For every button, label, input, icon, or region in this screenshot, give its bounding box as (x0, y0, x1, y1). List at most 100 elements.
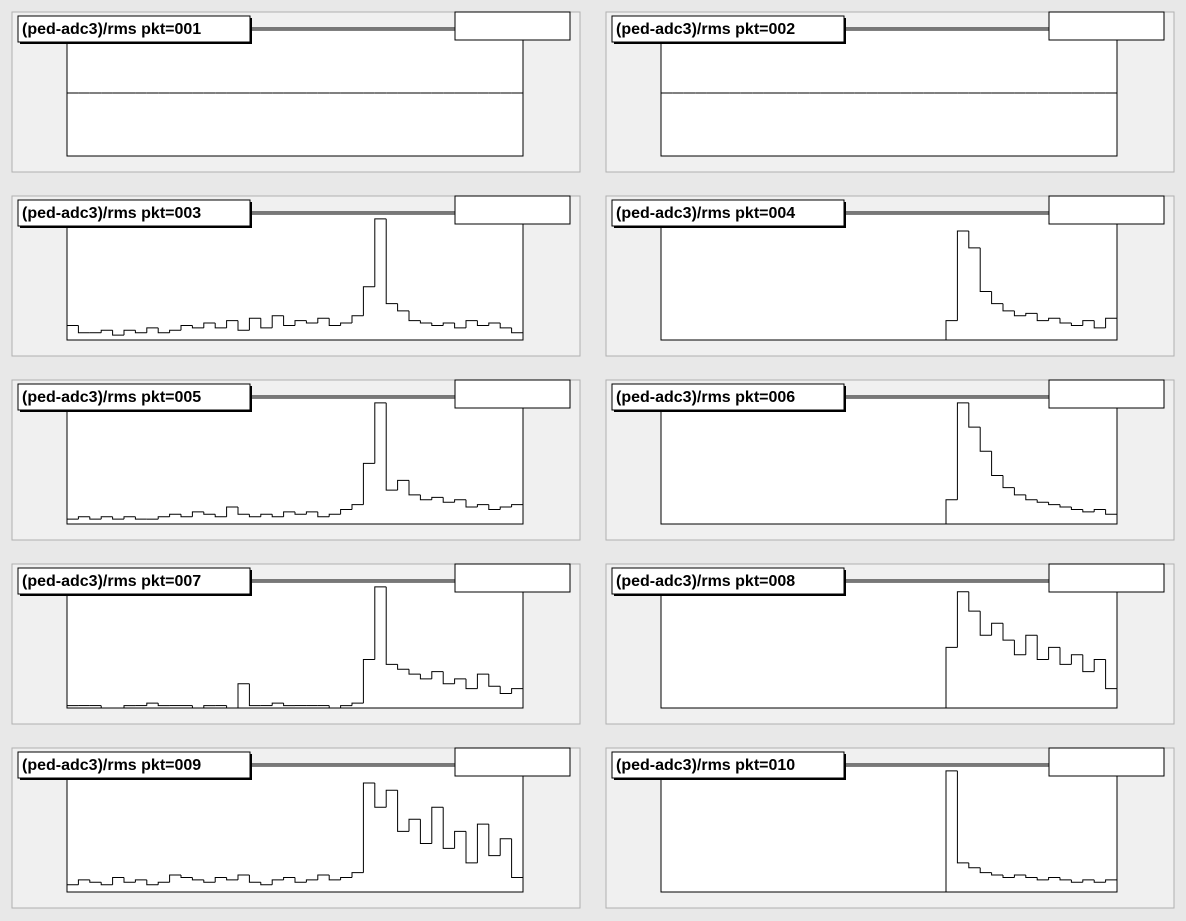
histogram-bin (203, 879, 216, 883)
histogram-bin (1070, 879, 1083, 883)
histogram-bin (237, 507, 250, 515)
histogram-bin (1082, 879, 1095, 883)
histogram-bin (499, 686, 512, 694)
histogram-bin (203, 322, 216, 328)
histogram-bin (100, 329, 113, 333)
chart-title: (ped-adc3)/rms pkt=010 (616, 757, 795, 774)
histogram-bin (419, 819, 432, 845)
histogram-bin (465, 831, 478, 864)
histogram-bin (374, 586, 387, 660)
histogram-bin (134, 879, 147, 883)
histogram-bin (169, 329, 181, 333)
histogram-bin (169, 513, 181, 517)
chart-title: (ped-adc3)/rms pkt=009 (22, 757, 201, 774)
title-box (17, 199, 251, 227)
plot-frame (66, 765, 524, 893)
chart-title: (ped-adc3)/rms pkt=001 (22, 21, 201, 38)
histogram-bin (476, 320, 489, 326)
histogram-bin (123, 877, 136, 883)
histogram-bin (1002, 623, 1015, 641)
histogram-bin (979, 427, 992, 452)
title-box (17, 567, 251, 595)
histogram-bin (1093, 320, 1106, 329)
histogram-bin (419, 320, 432, 324)
histogram-bin (442, 807, 455, 849)
histogram-bin (203, 511, 216, 515)
histogram-bin (100, 705, 113, 709)
plot-frame (660, 581, 1118, 709)
histogram-bin (351, 504, 364, 510)
histogram-bin (260, 513, 273, 517)
histogram-bin (1105, 317, 1117, 328)
histogram-bin (237, 683, 250, 708)
histogram-bin (1082, 509, 1095, 513)
histogram-bin (511, 688, 523, 694)
stats-box (1048, 11, 1165, 41)
plot-frame (66, 213, 524, 341)
histogram-bin (1025, 634, 1038, 655)
histogram-bin (1059, 504, 1072, 508)
histogram-bin (945, 499, 958, 524)
histogram-bin (77, 325, 90, 334)
histogram-bin (214, 876, 227, 883)
pad: (ped-adc3)/rms pkt=007 (11, 563, 581, 725)
histogram-bin (991, 451, 1003, 477)
histogram-bin (511, 838, 523, 878)
histogram-bin (408, 310, 421, 322)
histogram-bin (1002, 303, 1015, 312)
histogram-bin (431, 806, 444, 844)
histogram-bin (328, 318, 341, 326)
histogram-bin (248, 317, 261, 331)
histogram-bin (945, 770, 958, 892)
histogram-bin (77, 879, 90, 885)
title-box (17, 15, 251, 43)
histogram-bin (283, 703, 295, 707)
histogram-bin (465, 678, 478, 690)
histogram-bin (1036, 635, 1049, 661)
histogram-bin (191, 877, 204, 881)
histogram-bin (476, 823, 489, 863)
histogram-bin (408, 818, 421, 832)
histogram-bin (362, 286, 375, 316)
histogram-bin (362, 462, 375, 505)
histogram-bin (191, 511, 204, 517)
histogram-bin (89, 516, 102, 520)
histogram-bin (260, 882, 273, 886)
histogram-bin (294, 320, 307, 326)
histogram-bin (1048, 317, 1060, 321)
chart-title: (ped-adc3)/rms pkt=005 (22, 389, 201, 406)
histogram-bin (134, 516, 147, 520)
stats-box (454, 379, 571, 409)
stats-box (1048, 563, 1165, 593)
histogram-bin (397, 790, 409, 832)
pad: (ped-adc3)/rms pkt=004 (605, 195, 1175, 357)
histogram-bin (511, 504, 523, 508)
histogram-bin (956, 770, 969, 864)
histogram-bin (328, 513, 341, 517)
histogram-bin (1036, 499, 1049, 503)
histogram-bin (945, 320, 958, 340)
histogram-bin (397, 664, 409, 670)
histogram-bin (146, 702, 159, 706)
histogram-bin (385, 402, 398, 491)
histogram-bin (465, 320, 478, 328)
histogram-bin (112, 516, 124, 520)
histogram-bin (979, 611, 992, 636)
histogram-bin (112, 330, 124, 336)
histogram-bin (476, 673, 489, 689)
histogram-bin (66, 705, 79, 708)
histogram-bin (214, 514, 227, 518)
histogram-bin (1013, 487, 1026, 496)
histogram-bin (442, 322, 455, 326)
histogram-bin (351, 702, 364, 706)
histogram-bin (237, 874, 250, 880)
histogram-bin (1036, 877, 1049, 881)
stats-box (1048, 195, 1165, 225)
histogram-bin (1070, 507, 1083, 510)
histogram-bin (454, 323, 466, 329)
histogram-bin (1093, 879, 1106, 883)
histogram-bin (1002, 875, 1015, 878)
histogram-bin (77, 516, 90, 520)
histogram-bin (248, 514, 261, 518)
histogram-bin (499, 506, 512, 510)
